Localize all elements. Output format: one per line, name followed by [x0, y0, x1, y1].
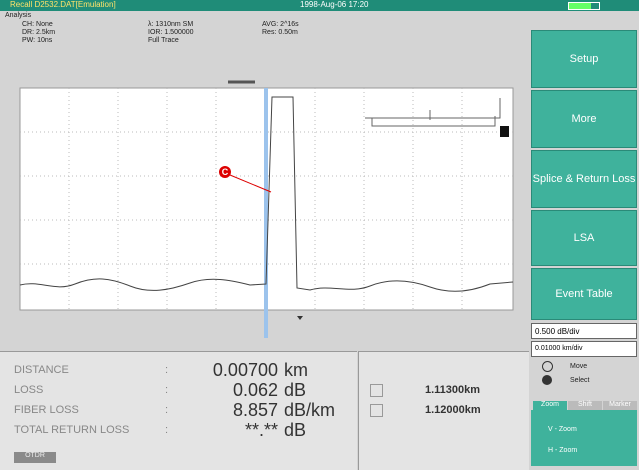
label: DR:: [22, 29, 35, 36]
position-panel: [358, 351, 529, 470]
readout-value: 0.062: [232, 380, 278, 400]
overview: [365, 98, 501, 127]
marker-dot: [219, 166, 231, 178]
h-zoom[interactable]: H - Zoom: [548, 447, 578, 454]
zoom-panel: [531, 410, 637, 466]
value: 10ns: [37, 37, 53, 44]
value: 0.50m: [278, 29, 298, 36]
readout-label: TOTAL RETURN LOSS: [14, 424, 130, 436]
cursor-line: [264, 88, 268, 338]
grid: [20, 88, 513, 310]
trace: [19, 96, 514, 292]
value: 1310nm SM: [155, 21, 194, 28]
label: PW:: [22, 37, 36, 44]
knob-press-icon: [542, 375, 552, 385]
marker-a-icon: [370, 384, 383, 397]
v-scale: 0.500 dB/div: [531, 323, 637, 339]
readout-unit: dB: [284, 420, 307, 440]
label: CH:: [22, 21, 35, 28]
value: 1.500000: [164, 29, 194, 36]
zoom-tab[interactable]: Zoom: [533, 401, 567, 410]
label: λ:: [148, 21, 154, 28]
move-label: Move: [570, 363, 588, 370]
readout-sep: :: [165, 424, 169, 436]
file-name: Recall D2532.DAT[Emulation]: [10, 0, 116, 9]
label: AVG:: [262, 21, 279, 28]
mode-button[interactable]: OTDR: [14, 452, 56, 463]
readout-panel: [0, 351, 357, 470]
menu-button[interactable]: Event Table: [531, 268, 637, 320]
readout-label: LOSS: [14, 384, 44, 396]
zoom-tab[interactable]: Marker: [603, 401, 637, 410]
zoom-tab[interactable]: Shift: [568, 401, 602, 410]
marker-b-icon: [370, 404, 383, 417]
value: None: [36, 21, 53, 28]
marker-pointer: [229, 174, 272, 193]
value: 2.5km: [36, 29, 56, 36]
marker-label: C: [222, 167, 229, 177]
trace-area: C: [19, 80, 514, 338]
readout-sep: :: [165, 384, 169, 396]
datetime: 1998-Aug-06 17:20: [300, 0, 369, 9]
label: IOR:: [148, 29, 163, 36]
readout-sep: :: [165, 364, 169, 376]
readout-label: DISTANCE: [14, 364, 69, 376]
menu-button[interactable]: Splice & Return Loss: [531, 150, 637, 208]
readout-unit: dB/km: [284, 400, 336, 420]
header-col1: CH: None DR: 2.5km PW: 10ns: [22, 21, 55, 45]
menu-button[interactable]: LSA: [531, 210, 637, 266]
position-b: 1.12000km: [425, 404, 481, 416]
menu-button[interactable]: Setup: [531, 30, 637, 88]
value: Full Trace: [148, 37, 179, 44]
header-col3: AVG: 2^16s Res: 0.50m: [262, 21, 299, 37]
readout-sep: :: [165, 404, 169, 416]
select-label: Select: [570, 377, 590, 384]
readout-label: FIBER LOSS: [14, 404, 79, 416]
battery: [568, 2, 600, 10]
cursor-mark: [297, 316, 303, 320]
overview-end: [500, 126, 509, 137]
knob-icon: [542, 361, 553, 372]
header-col2: λ: 1310nm SM IOR: 1.500000 Full Trace: [148, 21, 194, 45]
header-title: Analysis: [5, 12, 32, 19]
readout-unit: dB: [284, 380, 307, 400]
h-scale: 0.01000 km/div: [531, 341, 637, 357]
title-bar: [0, 0, 639, 11]
position-a: 1.11300km: [425, 384, 481, 396]
v-zoom[interactable]: V - Zoom: [548, 426, 577, 433]
label: Res:: [262, 29, 277, 36]
readout-value: 0.00700: [212, 360, 278, 380]
readout-unit: km: [284, 360, 308, 380]
value: 2^16s: [280, 21, 299, 28]
readout-value: 8.857: [232, 400, 278, 420]
readout-value: **.**: [244, 420, 278, 440]
menu-button[interactable]: More: [531, 90, 637, 148]
